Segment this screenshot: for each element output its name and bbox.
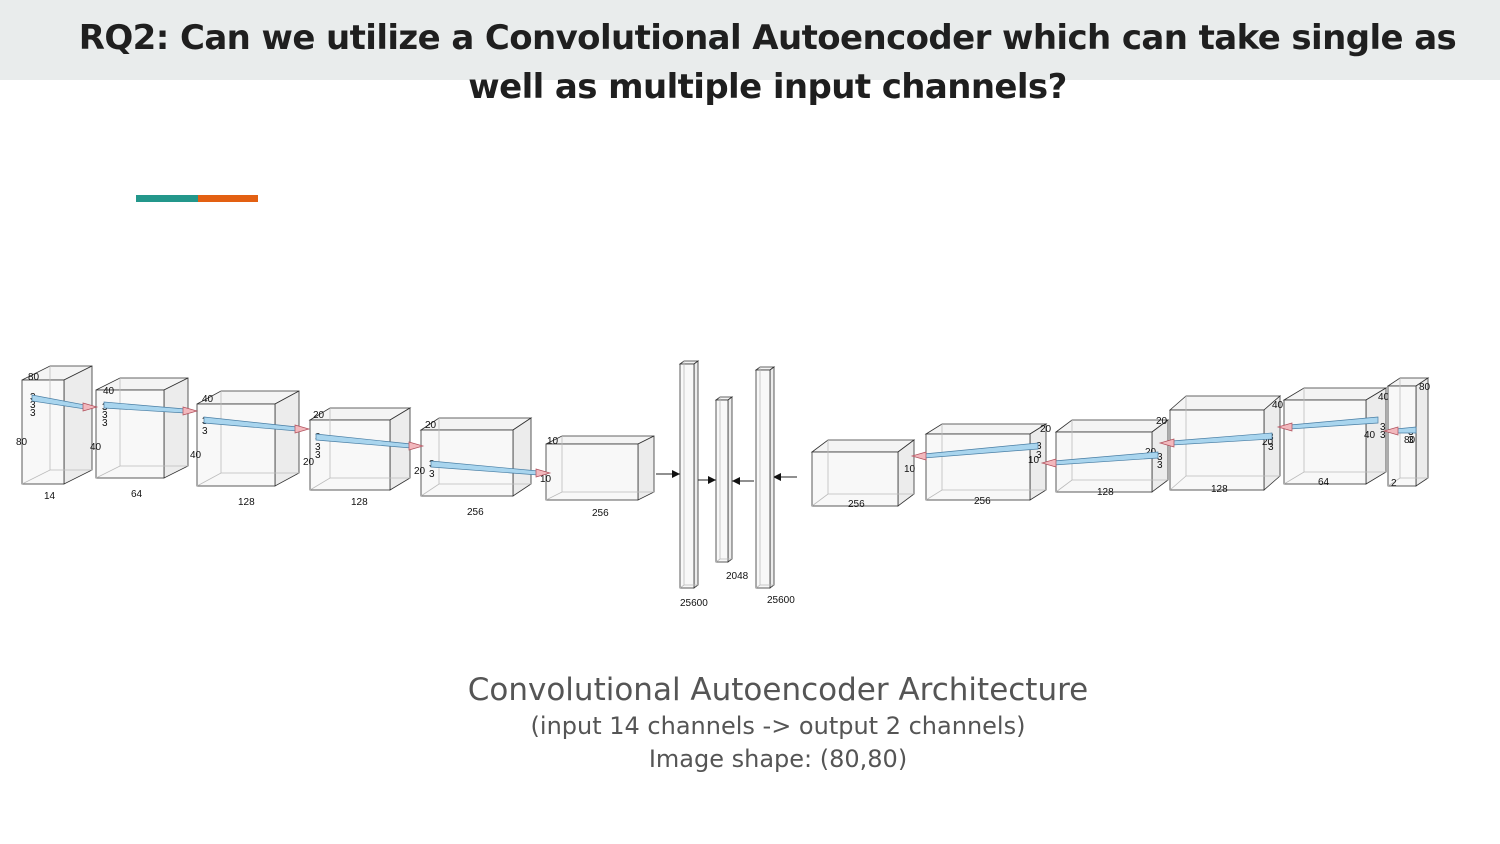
decoder-block-5-dim-label: 64 [1318, 477, 1330, 488]
decoder-block-2-kernel-label: 3 [1036, 450, 1042, 461]
autoencoder-architecture-diagram: 8080143334040643334040128332020128333202… [16, 360, 1431, 609]
encoder-block-5-kernel-label: 3 [429, 469, 435, 480]
encoder-block-4-dim-label: 20 [313, 410, 325, 421]
decoder-block-5-kernel-label: 3 [1380, 430, 1386, 441]
decoder-block-6 [1386, 377, 1430, 487]
accent-bar-orange [198, 195, 258, 202]
conv-kernel-encoder-1-tip [82, 402, 99, 412]
conv-kernel-encoder-5-tip [535, 468, 552, 478]
decoder-block-4-kernel-label: 3 [1268, 442, 1274, 453]
decoder-block-1-dim-label: 256 [848, 499, 865, 510]
decoder-block-5-dim-label: 40 [1378, 392, 1390, 403]
decoder-block-1 [810, 439, 916, 507]
slide-title: RQ2: Can we utilize a Convolutional Auto… [78, 18, 1457, 107]
encoder-block-4-dim-label: 20 [303, 457, 315, 468]
decoder-block-2-dim-label: 256 [974, 496, 991, 507]
encoder-block-5 [419, 417, 533, 497]
encoder-block-2-kernel-label: 3 [102, 410, 108, 421]
encoder-block-5-dim-label: 20 [414, 466, 426, 477]
encoder-block-1-dim-label: 80 [28, 372, 40, 383]
encoder-block-2-dim-label: 40 [103, 386, 115, 397]
conv-kernel-decoder-4-tip [1276, 422, 1293, 432]
encoder-block-3-dim-label: 40 [190, 450, 202, 461]
decoder-block-5-kernel-label: 3 [1380, 422, 1386, 433]
encoder-block-3-dim-label: 128 [238, 497, 255, 508]
encoder-block-1 [21, 365, 93, 485]
encoder-block-1-dim-label: 14 [44, 491, 56, 502]
encoder-block-5-dim-label: 20 [425, 420, 437, 431]
decoder-block-3-dim-label: 128 [1097, 487, 1114, 498]
conv-kernel-decoder-5-tip [1382, 426, 1399, 436]
arrow-from-decoder-head [773, 473, 781, 481]
decoder-block-6-kernel-label: 3 [1408, 435, 1414, 446]
encoder-block-6 [545, 435, 655, 501]
caption-title: Convolutional Autoencoder Architecture [467, 672, 1089, 708]
caption-image-shape: Image shape: (80,80) [648, 745, 908, 773]
encoder-block-1-kernel-label: 3 [30, 408, 36, 419]
dense-layer-3 [754, 366, 776, 589]
arrow-from-dense-3-head [732, 477, 740, 485]
dense-layer-2-label: 2048 [726, 571, 749, 582]
decoder-block-1-dim-label: 10 [904, 464, 916, 475]
encoder-block-1-dim-label: 80 [16, 437, 28, 448]
conv-kernel-decoder-2-tip [1040, 458, 1057, 468]
decoder-block-2 [924, 423, 1048, 501]
conv-kernel-decoder-1-tip [910, 451, 927, 461]
decoder-block-4-dim-label: 20 [1262, 437, 1274, 448]
encoder-block-3-kernel-label: 3 [202, 426, 208, 437]
title-band [0, 0, 1500, 80]
encoder-block-4-kernel-label: 3 [315, 442, 321, 453]
accent-bar-teal [136, 195, 198, 202]
decoder-block-6-dim-label: 80 [1419, 382, 1431, 393]
decoder-block-3-dim-label: 20 [1156, 416, 1168, 427]
encoder-block-4 [308, 407, 412, 491]
dense-layer-1-label: 25600 [680, 598, 708, 609]
encoder-block-6-dim-label: 256 [592, 508, 609, 519]
caption-channels: (input 14 channels -> output 2 channels) [530, 712, 1026, 740]
dense-layer-1 [678, 360, 700, 589]
encoder-block-4-kernel-label: 3 [315, 450, 321, 461]
encoder-block-3 [196, 390, 300, 487]
decoder-block-6-dim-label: 2 [1391, 478, 1397, 489]
decoder-block-2-kernel-label: 3 [1036, 441, 1042, 452]
conv-kernel-encoder-4-tip [408, 441, 425, 451]
encoder-block-1-kernel-label: 3 [30, 400, 36, 411]
arrow-to-dense-2-head [708, 476, 716, 484]
conv-kernel-encoder-3-tip [294, 424, 311, 434]
encoder-block-5-dim-label: 256 [467, 507, 484, 518]
decoder-block-3-kernel-label: 3 [1157, 452, 1163, 463]
decoder-block-5-dim-label: 40 [1364, 430, 1376, 441]
dense-layer-3-label: 25600 [767, 595, 795, 606]
encoder-block-3-dim-label: 40 [202, 394, 214, 405]
decoder-block-4-dim-label: 128 [1211, 484, 1228, 495]
decoder-block-2-dim-label: 20 [1040, 424, 1052, 435]
decoder-block-4 [1168, 395, 1282, 491]
decoder-block-5 [1282, 387, 1388, 485]
decoder-block-2-dim-label: 10 [1028, 455, 1040, 466]
decoder-block-4-dim-label: 40 [1272, 400, 1284, 411]
dense-layer-2 [714, 396, 734, 563]
decoder-block-3-kernel-label: 3 [1157, 460, 1163, 471]
encoder-block-2-dim-label: 64 [131, 489, 143, 500]
encoder-block-4-dim-label: 128 [351, 497, 368, 508]
encoder-block-6-dim-label: 10 [547, 436, 559, 447]
encoder-block-6-dim-label: 10 [540, 474, 552, 485]
conv-kernel-encoder-2-tip [182, 406, 199, 416]
decoder-block-6-dim-label: 80 [1404, 435, 1416, 446]
conv-kernel-decoder-3-tip [1158, 438, 1175, 448]
encoder-block-2-kernel-label: 3 [102, 418, 108, 429]
arrow-to-dense-1-head [672, 470, 680, 478]
encoder-block-2-dim-label: 40 [90, 442, 102, 453]
